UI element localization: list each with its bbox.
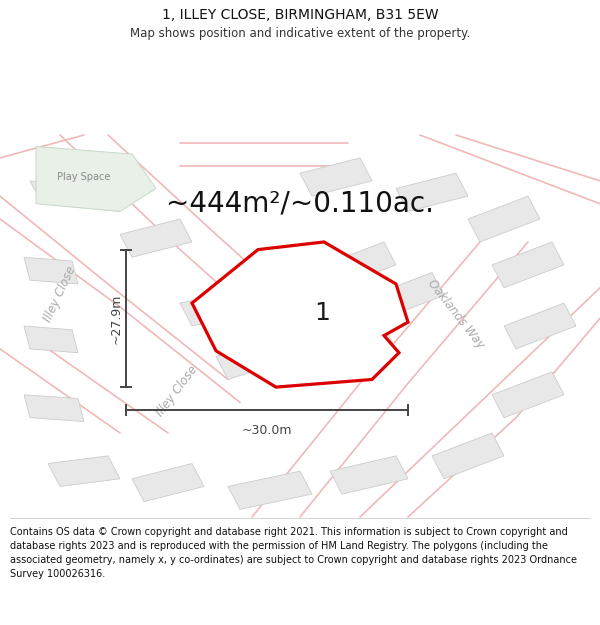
Text: Illey Close: Illey Close bbox=[41, 264, 79, 324]
Text: 1, ILLEY CLOSE, BIRMINGHAM, B31 5EW: 1, ILLEY CLOSE, BIRMINGHAM, B31 5EW bbox=[161, 8, 439, 22]
Bar bbox=[0, 135, 600, 517]
Text: Contains OS data © Crown copyright and database right 2021. This information is : Contains OS data © Crown copyright and d… bbox=[10, 527, 577, 579]
Polygon shape bbox=[372, 272, 444, 318]
Text: Oaklands Way: Oaklands Way bbox=[425, 278, 487, 352]
Polygon shape bbox=[324, 242, 396, 288]
Polygon shape bbox=[120, 219, 192, 258]
Polygon shape bbox=[192, 242, 408, 387]
Polygon shape bbox=[300, 158, 372, 196]
Polygon shape bbox=[228, 471, 312, 509]
Text: Play Space: Play Space bbox=[58, 172, 110, 182]
Polygon shape bbox=[492, 242, 564, 288]
Polygon shape bbox=[24, 326, 78, 352]
Polygon shape bbox=[216, 334, 300, 379]
Polygon shape bbox=[468, 196, 540, 242]
Polygon shape bbox=[432, 433, 504, 479]
Text: 1: 1 bbox=[314, 301, 331, 324]
Polygon shape bbox=[324, 326, 396, 372]
Text: Map shows position and indicative extent of the property.: Map shows position and indicative extent… bbox=[130, 26, 470, 39]
Polygon shape bbox=[48, 456, 120, 486]
Polygon shape bbox=[396, 173, 468, 211]
Polygon shape bbox=[504, 303, 576, 349]
Polygon shape bbox=[180, 288, 264, 326]
Text: ~27.9m: ~27.9m bbox=[110, 293, 122, 344]
Polygon shape bbox=[36, 146, 156, 211]
Polygon shape bbox=[24, 395, 84, 421]
Polygon shape bbox=[24, 258, 78, 284]
Text: ~30.0m: ~30.0m bbox=[242, 424, 292, 437]
Polygon shape bbox=[330, 456, 408, 494]
Polygon shape bbox=[492, 372, 564, 418]
Text: ~444m²/~0.110ac.: ~444m²/~0.110ac. bbox=[166, 190, 434, 218]
Polygon shape bbox=[132, 464, 204, 502]
Text: Illey Close: Illey Close bbox=[154, 363, 200, 419]
Polygon shape bbox=[30, 181, 120, 211]
